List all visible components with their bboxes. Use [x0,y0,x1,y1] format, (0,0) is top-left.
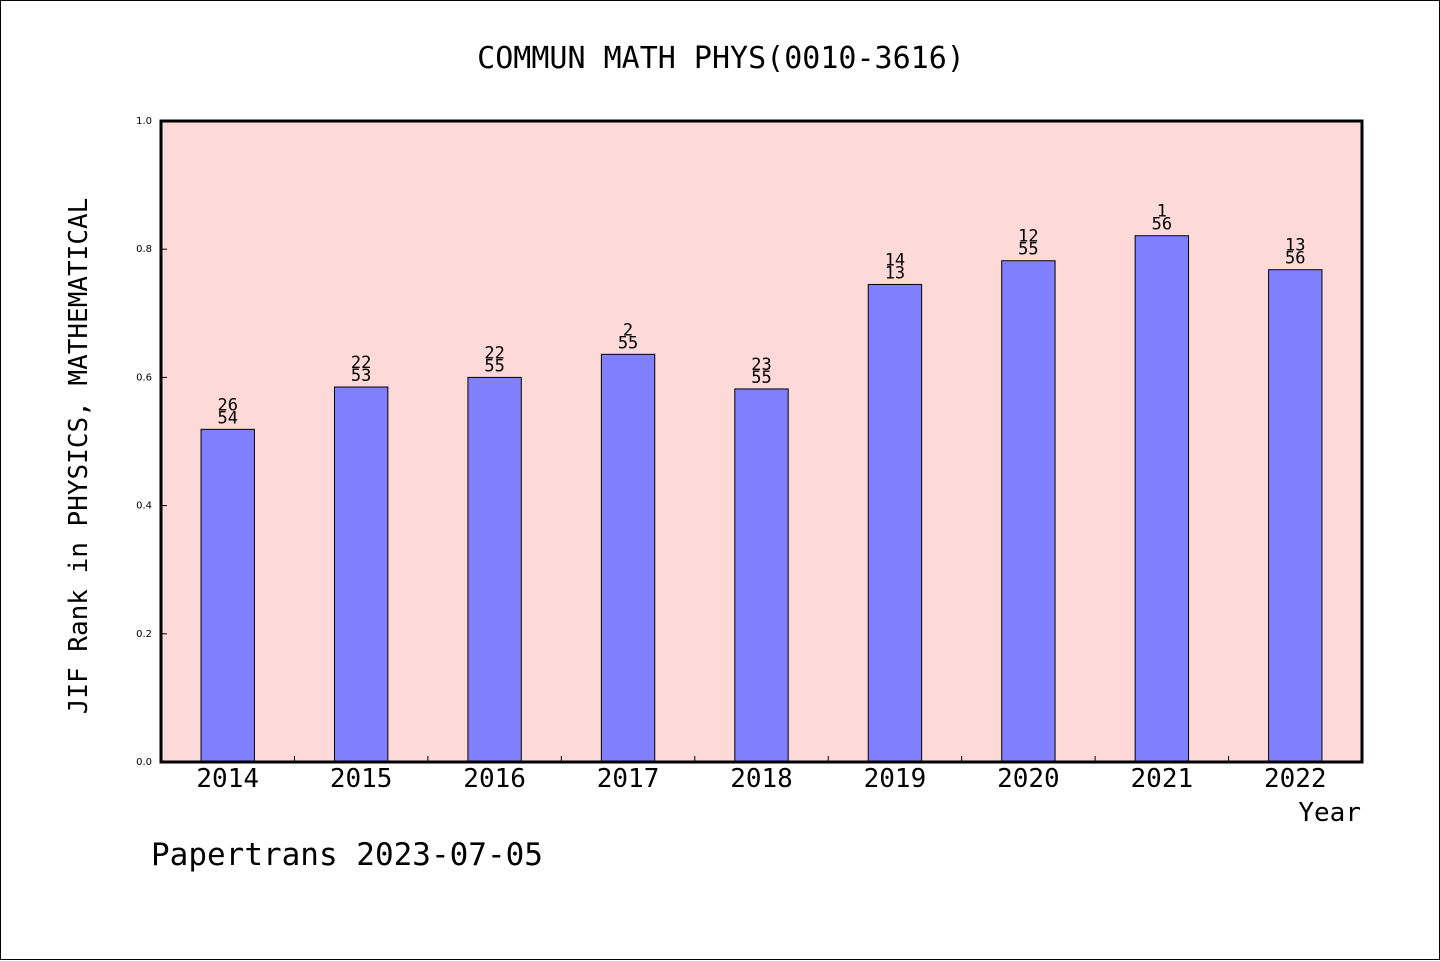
data-label-total: 56 [1152,215,1172,235]
bars-layer [200,235,1323,763]
y-tick-label: 1.0 [136,116,152,127]
y-tick-label: 0.8 [136,244,152,255]
y-axis-label: JIF Rank in PHYSICS, MATHEMATICAL [64,198,94,715]
y-axis: 0.0 0.2 0.4 0.6 0.8 1.0 [136,116,167,768]
bar-2016 [467,376,522,763]
x-tick-label: 2015 [330,764,393,794]
x-tick-label: 2021 [1131,764,1194,794]
data-label-rank: 12 [1018,227,1038,247]
data-label-total: 54 [217,408,237,428]
footer-credit: Papertrans 2023-07-05 [151,837,543,873]
y-tick-label: 0.6 [136,372,152,383]
chart-title: COMMUN MATH PHYS(0010-3616) [477,41,965,76]
x-axis: 2014 2015 2016 2017 2018 2019 2020 2021 2022 [196,756,1327,794]
bar-2018 [734,388,789,763]
data-label-rank: 23 [751,355,771,375]
data-label-total: 13 [885,263,905,283]
data-label-total: 55 [618,333,638,353]
x-tick-label: 2020 [997,764,1060,794]
x-tick-label: 2016 [463,764,526,794]
x-tick-label: 2022 [1264,764,1327,794]
data-label-total: 55 [484,356,504,376]
data-label-rank: 1 [1157,202,1167,222]
data-label-rank: 22 [484,343,504,363]
bar-2021 [1134,235,1190,763]
x-tick-label: 2019 [864,764,927,794]
data-label-total: 55 [1018,240,1038,260]
x-tick-label: 2018 [730,764,793,794]
data-label-rank: 2 [623,320,633,340]
bar-2019 [867,283,923,763]
data-label-total: 55 [751,368,771,388]
bar-2020 [1001,260,1056,763]
y-tick-label: 0.0 [136,757,152,768]
bar-2014 [200,428,255,763]
data-label-total: 53 [351,366,371,386]
bar-2017 [600,353,656,763]
x-tick-label: 2014 [196,764,259,794]
data-label-rank: 14 [885,250,905,270]
data-label-rank: 22 [351,353,371,373]
data-label-rank: 13 [1285,236,1305,256]
y-tick-label: 0.2 [136,629,152,640]
x-tick-label: 2017 [597,764,660,794]
bar-2022 [1268,269,1323,763]
bar-2015 [333,386,389,763]
plot-frame [159,119,1364,764]
data-label-total: 56 [1285,249,1305,269]
x-axis-label: Year [1298,798,1361,828]
data-label-rank: 26 [217,395,237,415]
y-tick-label: 0.4 [136,501,152,512]
